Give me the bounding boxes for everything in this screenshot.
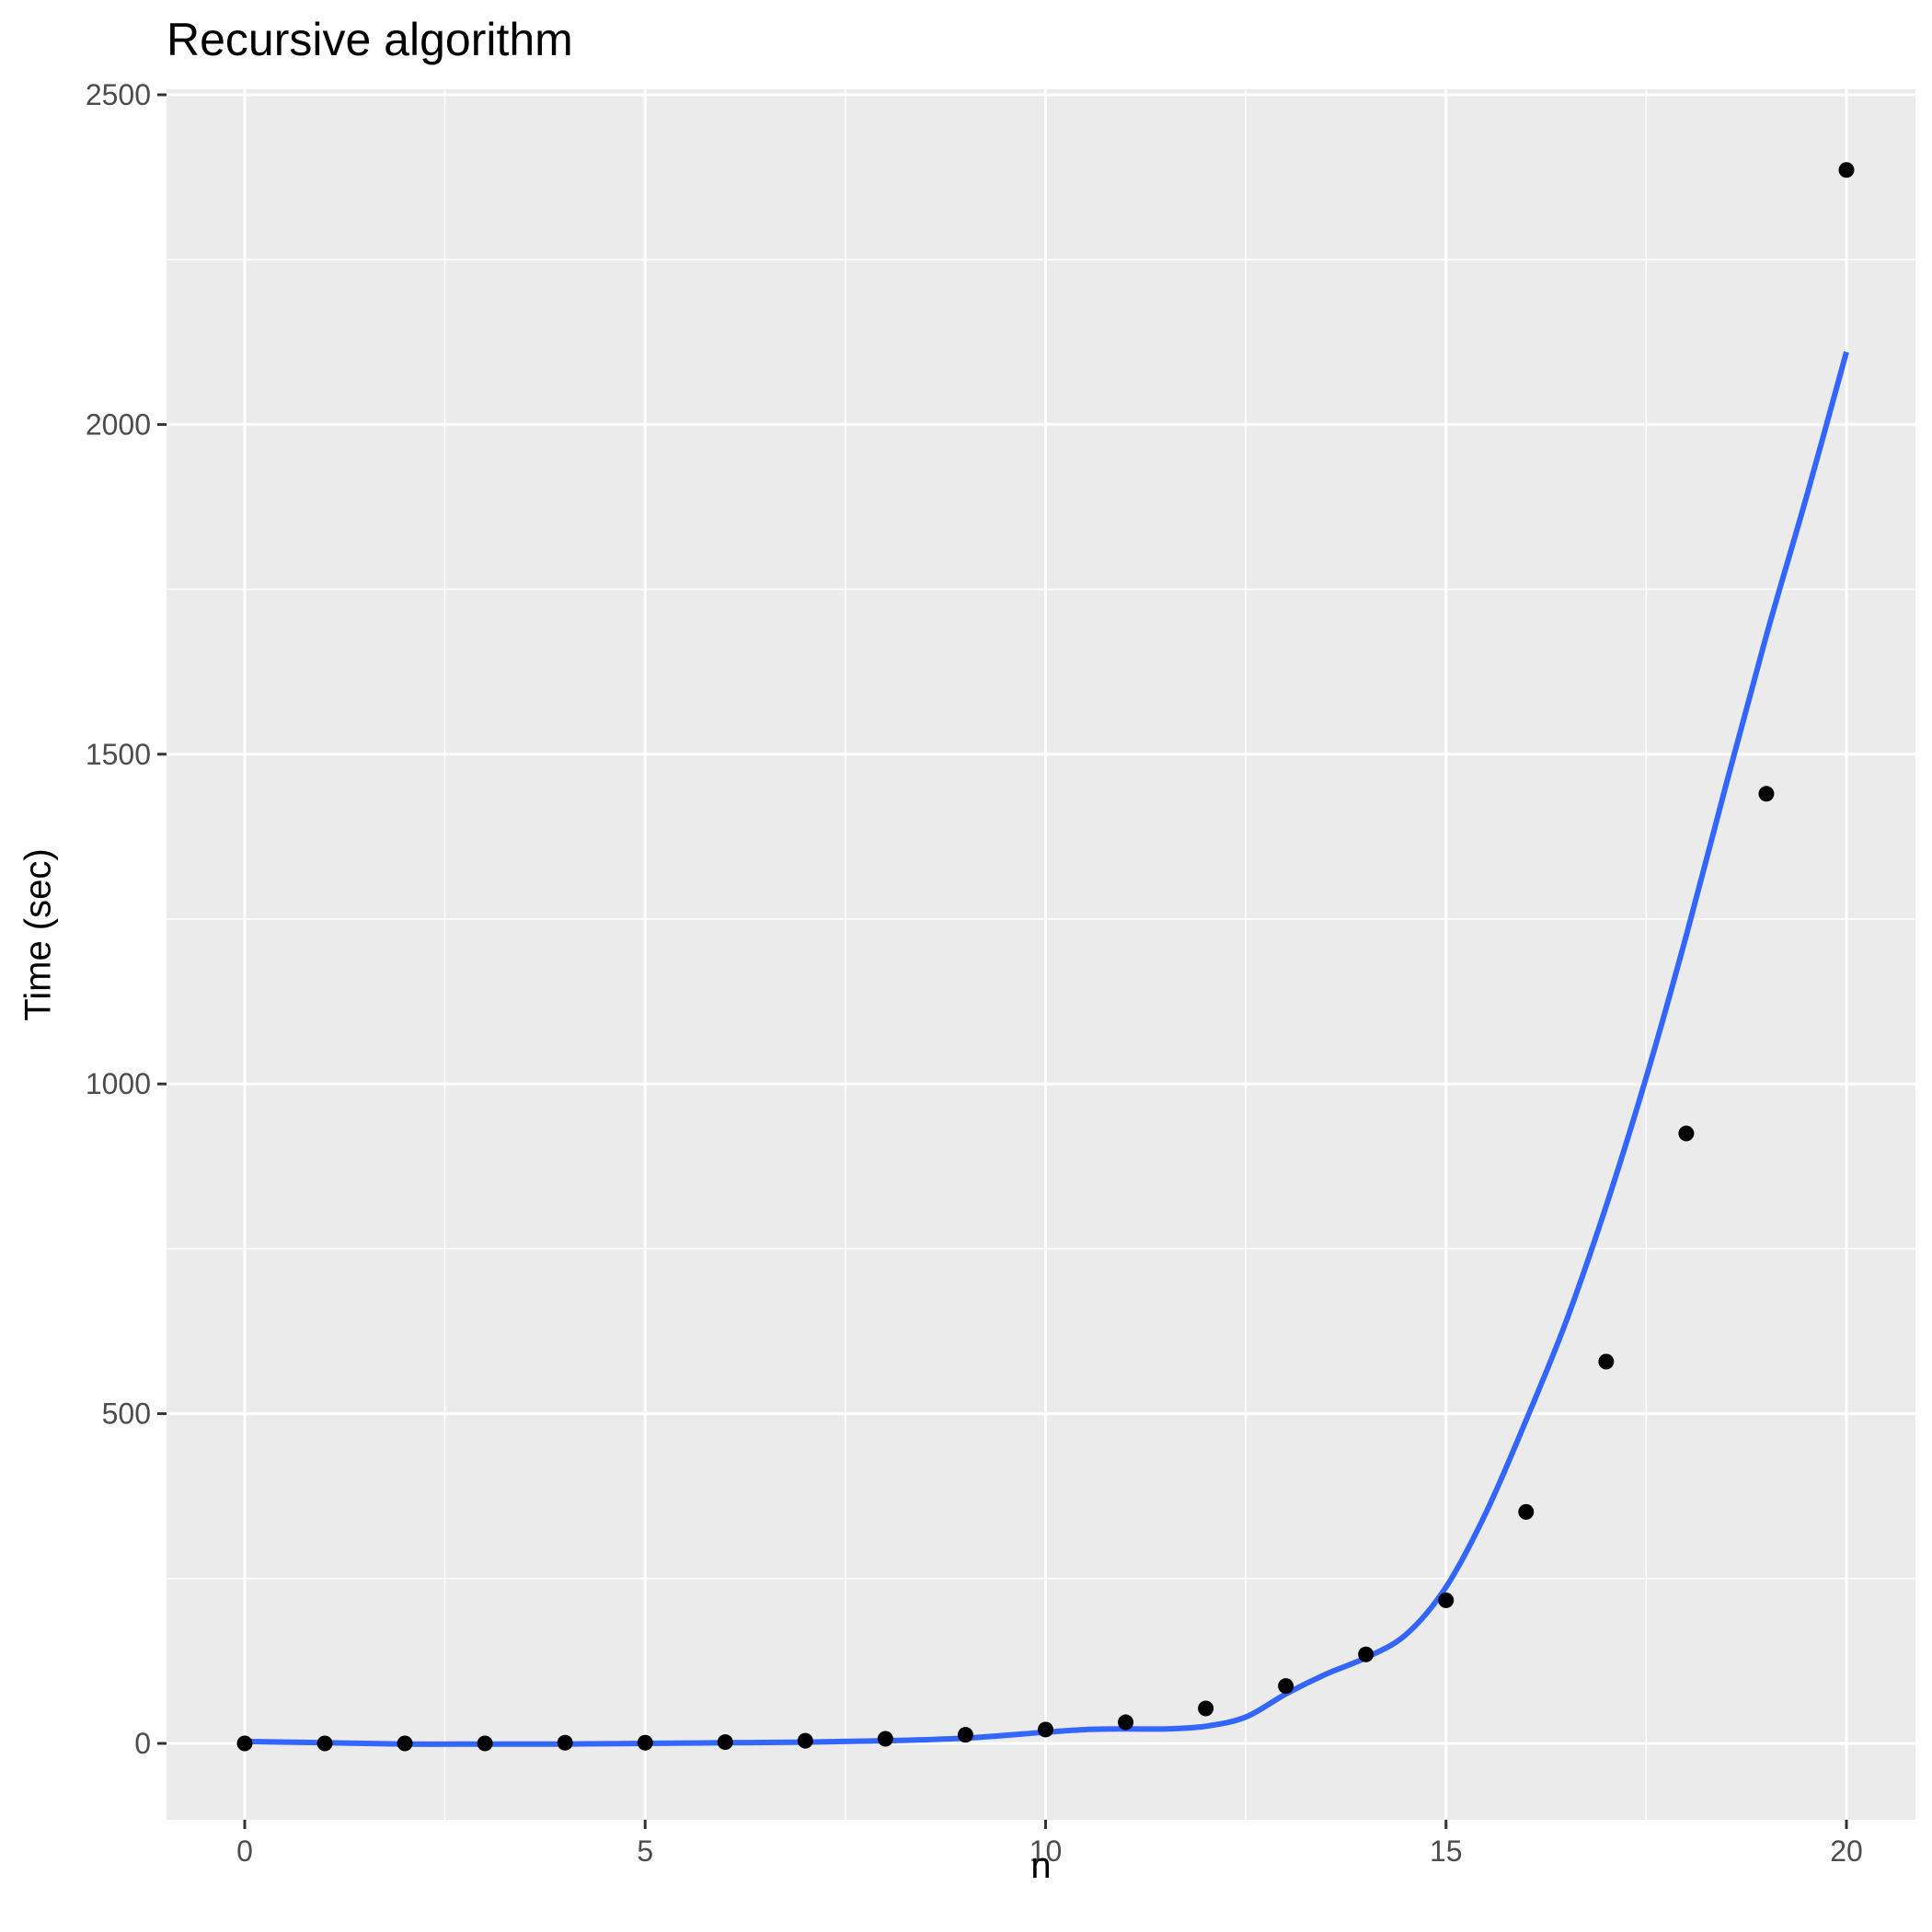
data-point xyxy=(637,1734,653,1751)
y-tick-label: 2000 xyxy=(86,408,151,441)
data-point xyxy=(477,1735,493,1752)
y-tick-label: 1500 xyxy=(86,738,151,771)
data-point xyxy=(1038,1721,1053,1738)
y-tick-label: 2500 xyxy=(86,78,151,111)
data-point xyxy=(717,1734,733,1751)
data-point xyxy=(1278,1678,1294,1695)
y-tick-label: 1000 xyxy=(86,1067,151,1100)
y-axis-label: Time (sec) xyxy=(17,848,59,1021)
data-point xyxy=(957,1727,973,1743)
data-point xyxy=(236,1735,253,1752)
x-tick-label: 15 xyxy=(1430,1834,1463,1868)
x-tick-label: 0 xyxy=(236,1834,253,1868)
data-point xyxy=(1438,1592,1455,1608)
plot-panel xyxy=(167,89,1915,1820)
y-tick-label: 500 xyxy=(102,1397,151,1431)
data-point xyxy=(1518,1503,1535,1520)
data-point xyxy=(797,1732,813,1749)
data-point xyxy=(1118,1714,1134,1731)
data-point xyxy=(316,1735,333,1752)
data-point xyxy=(1838,162,1855,178)
data-point xyxy=(1358,1646,1374,1662)
data-point xyxy=(397,1735,413,1752)
data-point xyxy=(1758,786,1775,802)
chart-title: Recursive algorithm xyxy=(167,14,573,65)
data-point xyxy=(877,1731,893,1747)
data-point xyxy=(557,1734,573,1751)
x-tick-label: 10 xyxy=(1029,1834,1063,1868)
data-point xyxy=(1678,1125,1695,1142)
data-point xyxy=(1198,1700,1214,1717)
x-axis-label: n xyxy=(1030,1846,1052,1886)
data-point xyxy=(1598,1353,1615,1370)
x-tick-label: 5 xyxy=(637,1834,653,1868)
x-tick-label: 20 xyxy=(1830,1834,1863,1868)
y-tick-label: 0 xyxy=(134,1727,151,1760)
